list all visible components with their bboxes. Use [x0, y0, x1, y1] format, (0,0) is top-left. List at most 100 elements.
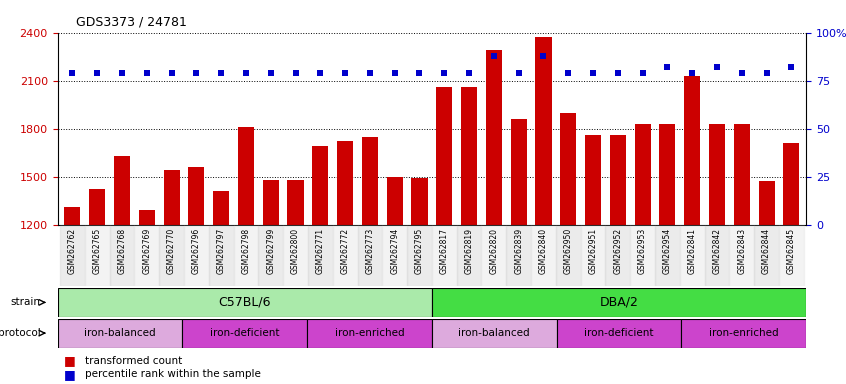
Bar: [560, 113, 576, 225]
Text: GSM262771: GSM262771: [316, 228, 325, 274]
Bar: [659, 124, 675, 225]
Bar: [213, 191, 229, 225]
Bar: [258, 225, 283, 286]
Bar: [680, 225, 705, 286]
Bar: [337, 141, 353, 225]
Text: iron-enriched: iron-enriched: [709, 328, 778, 338]
Text: GSM262798: GSM262798: [241, 228, 250, 274]
Point: [685, 70, 699, 76]
Text: GSM262839: GSM262839: [514, 228, 523, 274]
Point: [363, 70, 376, 76]
Bar: [163, 170, 179, 225]
Point: [437, 70, 451, 76]
Bar: [431, 288, 806, 317]
Bar: [779, 225, 804, 286]
Bar: [307, 319, 431, 348]
Point: [165, 70, 179, 76]
Bar: [580, 225, 606, 286]
Text: GSM262765: GSM262765: [93, 228, 102, 274]
Bar: [58, 319, 183, 348]
Bar: [606, 225, 630, 286]
Bar: [729, 225, 754, 286]
Text: GSM262817: GSM262817: [440, 228, 448, 274]
Bar: [110, 225, 135, 286]
Bar: [283, 225, 308, 286]
Bar: [58, 288, 431, 317]
Point: [512, 70, 525, 76]
Bar: [557, 319, 682, 348]
Bar: [358, 225, 382, 286]
Text: DBA/2: DBA/2: [600, 296, 639, 309]
Bar: [506, 225, 531, 286]
Bar: [481, 225, 506, 286]
Bar: [139, 210, 155, 225]
Text: GSM262797: GSM262797: [217, 228, 226, 274]
Point: [338, 70, 352, 76]
Bar: [89, 189, 105, 225]
Text: GSM262843: GSM262843: [737, 228, 746, 274]
Bar: [457, 225, 481, 286]
Point: [735, 70, 749, 76]
Text: GSM262773: GSM262773: [365, 228, 375, 274]
Bar: [684, 76, 700, 225]
Point: [190, 70, 203, 76]
Text: GSM262845: GSM262845: [787, 228, 796, 274]
Text: GSM262842: GSM262842: [712, 228, 722, 274]
Point: [784, 64, 798, 70]
Point: [562, 70, 575, 76]
Point: [264, 70, 277, 76]
Bar: [486, 50, 502, 225]
Bar: [312, 146, 328, 225]
Bar: [511, 119, 527, 225]
Point: [413, 70, 426, 76]
Text: ■: ■: [63, 354, 75, 367]
Bar: [431, 225, 457, 286]
Bar: [189, 167, 205, 225]
Text: ■: ■: [63, 368, 75, 381]
Bar: [411, 178, 427, 225]
Bar: [159, 225, 184, 286]
Point: [611, 70, 624, 76]
Point: [66, 70, 80, 76]
Text: GSM262762: GSM262762: [68, 228, 77, 274]
Bar: [135, 225, 159, 286]
Text: GSM262794: GSM262794: [390, 228, 399, 274]
Bar: [288, 180, 304, 225]
Bar: [184, 225, 209, 286]
Text: GSM262795: GSM262795: [415, 228, 424, 274]
Text: percentile rank within the sample: percentile rank within the sample: [85, 369, 261, 379]
Bar: [681, 319, 806, 348]
Text: GDS3373 / 24781: GDS3373 / 24781: [76, 15, 187, 28]
Text: C57BL/6: C57BL/6: [218, 296, 271, 309]
Bar: [387, 177, 403, 225]
Point: [661, 64, 674, 70]
Text: protocol: protocol: [0, 328, 41, 338]
Bar: [461, 87, 477, 225]
Point: [536, 53, 550, 59]
Bar: [531, 225, 556, 286]
Text: GSM262953: GSM262953: [638, 228, 647, 274]
Point: [586, 70, 600, 76]
Text: GSM262952: GSM262952: [613, 228, 623, 274]
Text: GSM262799: GSM262799: [266, 228, 275, 274]
Bar: [382, 225, 407, 286]
Bar: [407, 225, 431, 286]
Bar: [630, 225, 655, 286]
Bar: [705, 225, 729, 286]
Text: GSM262841: GSM262841: [688, 228, 697, 274]
Text: GSM262768: GSM262768: [118, 228, 127, 274]
Text: GSM262800: GSM262800: [291, 228, 300, 274]
Text: GSM262950: GSM262950: [563, 228, 573, 274]
Point: [487, 53, 501, 59]
Bar: [85, 225, 110, 286]
Point: [462, 70, 475, 76]
Text: GSM262772: GSM262772: [341, 228, 349, 274]
Point: [314, 70, 327, 76]
Bar: [60, 225, 85, 286]
Bar: [709, 124, 725, 225]
Text: iron-deficient: iron-deficient: [585, 328, 654, 338]
Text: GSM262770: GSM262770: [167, 228, 176, 274]
Text: iron-balanced: iron-balanced: [459, 328, 530, 338]
Text: iron-deficient: iron-deficient: [210, 328, 279, 338]
Text: GSM262820: GSM262820: [489, 228, 498, 274]
